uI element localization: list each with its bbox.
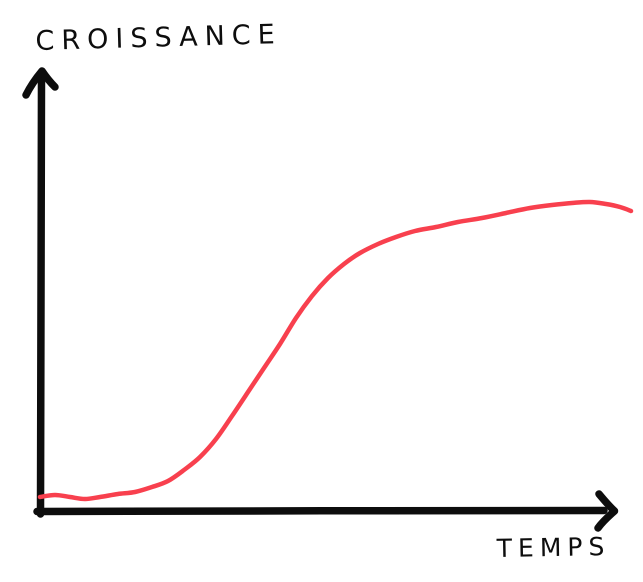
growth-curve <box>37 199 634 502</box>
y-axis-line <box>36 73 46 518</box>
x-axis-line <box>33 506 608 516</box>
y-axis-arrow <box>22 67 59 99</box>
x-axis-label: TEMPS <box>496 532 611 563</box>
x-axis-arrow <box>594 490 619 532</box>
